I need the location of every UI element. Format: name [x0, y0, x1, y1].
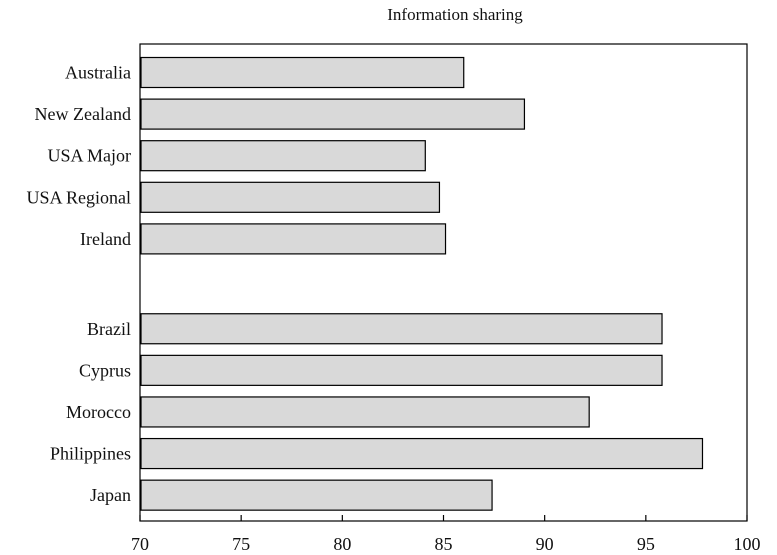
x-tick-label-70: 70: [131, 534, 149, 554]
bar-japan: [140, 479, 493, 511]
bar-brazil: [140, 313, 663, 345]
category-label-usa-major: USA Major: [47, 146, 131, 166]
bar-ireland: [140, 223, 447, 255]
category-label-morocco: Morocco: [66, 402, 131, 422]
bar-australia: [140, 56, 465, 89]
category-label-usa-regional: USA Regional: [26, 187, 131, 207]
category-label-brazil: Brazil: [87, 319, 131, 339]
x-tick-label-85: 85: [435, 534, 453, 554]
x-tick-label-100: 100: [734, 534, 761, 554]
category-label-australia: Australia: [65, 63, 131, 83]
x-tick-label-95: 95: [637, 534, 655, 554]
x-tick-label-75: 75: [232, 534, 250, 554]
bar-philippines: [140, 437, 704, 470]
x-tick-label-90: 90: [536, 534, 554, 554]
bar-cyprus: [140, 354, 663, 386]
category-labels: Australia New Zealand USA Major USA Regiona…: [26, 63, 131, 506]
chart-title: Information sharing: [387, 5, 523, 24]
bars-layer: [140, 56, 704, 511]
bar-morocco: [140, 396, 590, 428]
bar-new-zealand: [140, 98, 526, 130]
x-axis-ticks: 70 75 80 85 90 95 100: [131, 515, 761, 554]
category-label-ireland: Ireland: [80, 229, 131, 249]
x-tick-label-80: 80: [333, 534, 351, 554]
bar-usa-regional: [140, 181, 441, 213]
category-label-new-zealand: New Zealand: [35, 104, 131, 124]
bar-usa-major: [140, 140, 426, 172]
category-label-philippines: Philippines: [50, 444, 131, 464]
category-label-cyprus: Cyprus: [79, 360, 131, 380]
category-label-japan: Japan: [90, 485, 131, 505]
